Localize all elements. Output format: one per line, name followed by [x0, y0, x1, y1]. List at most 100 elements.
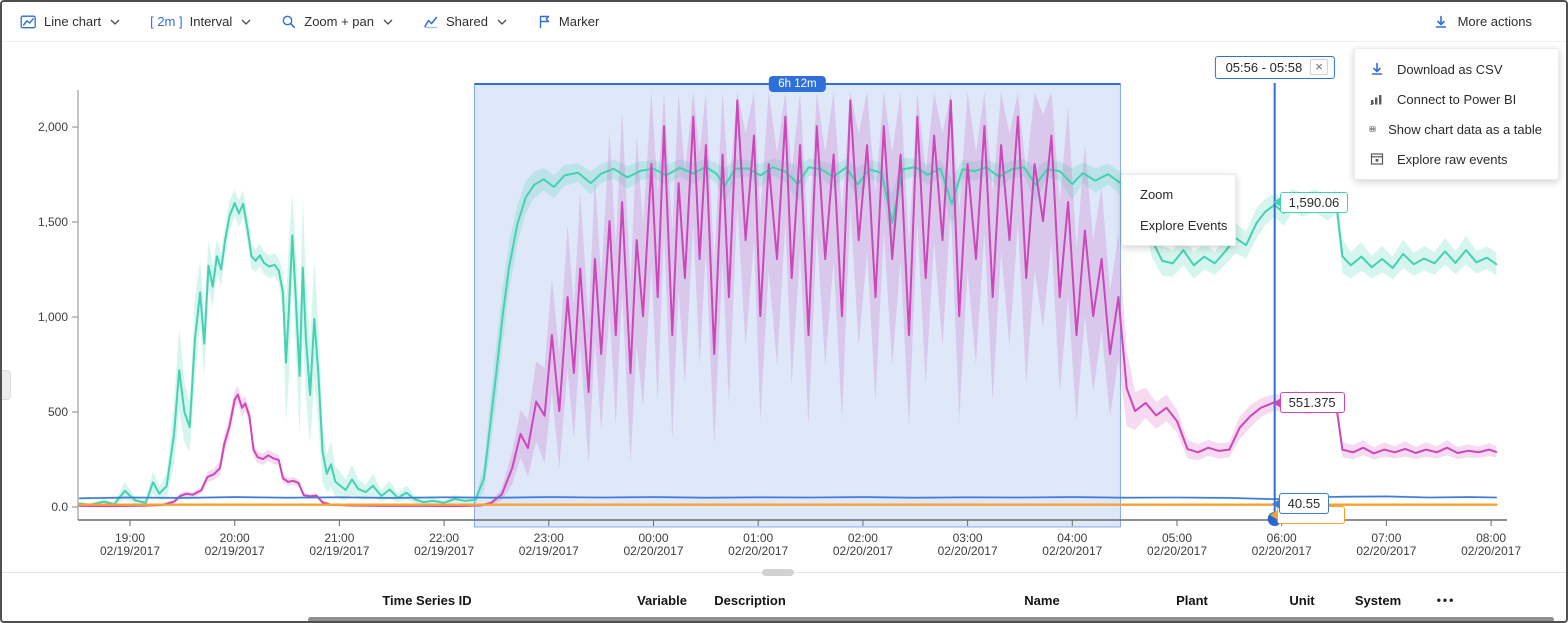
series-table-panel: Time Series ID Variable Description Name… [2, 569, 1566, 621]
chart-type-dropdown[interactable]: Line chart [20, 14, 120, 30]
x-axis-time-label: 23:00 [534, 531, 564, 545]
x-axis-date-label: 02/20/2017 [728, 544, 788, 558]
x-axis-time-label: 05:00 [1162, 531, 1192, 545]
interval-value: [ 2m ] [150, 14, 183, 29]
menu-item-label: Download as CSV [1397, 61, 1503, 77]
x-axis-time-label: 21:00 [324, 531, 354, 545]
x-axis-date-label: 02/19/2017 [309, 544, 369, 558]
x-axis-time-label: 03:00 [953, 531, 983, 545]
column-header-unit[interactable]: Unit [1289, 593, 1315, 608]
chart-toolbar: Line chart [ 2m ] Interval Zoom + pan [2, 2, 1566, 42]
shared-line-icon [424, 16, 438, 28]
marker-value-flag-magenta: 551.375 [1272, 392, 1345, 414]
x-axis-time-label: 08:00 [1476, 531, 1506, 545]
x-axis-time-label: 19:00 [115, 531, 145, 545]
x-axis-date-label: 02/20/2017 [623, 544, 683, 558]
column-header-description[interactable]: Description [714, 593, 786, 608]
marker-flag-icon [539, 15, 550, 28]
zoom-pan-dropdown[interactable]: Zoom + pan [281, 14, 393, 30]
search-icon [282, 15, 296, 28]
marker-button[interactable]: Marker [537, 14, 599, 30]
x-axis-time-label: 07:00 [1371, 531, 1401, 545]
menu-item-explore-raw-events[interactable]: Explore raw events [1355, 144, 1558, 174]
interval-label: Interval [189, 14, 233, 29]
marker-value-flag-teal: 1,590.06 [1272, 191, 1349, 213]
series-magenta-band [79, 92, 1497, 507]
x-axis-date-label: 02/20/2017 [1252, 544, 1312, 558]
zoom-pan-label: Zoom + pan [304, 14, 374, 29]
chevron-down-icon [383, 19, 393, 25]
x-axis-time-label: 02:00 [848, 531, 878, 545]
horizontal-scrollbar[interactable] [308, 617, 1554, 621]
x-axis-time-label: 01:00 [743, 531, 773, 545]
y-axis-tick-label: 1,000 [38, 310, 68, 324]
more-actions-menu: Download as CSV Connect to Power BI Show… [1354, 48, 1559, 180]
more-columns-button[interactable]: ••• [1436, 593, 1456, 607]
marker-value-blue: 40.55 [1287, 496, 1321, 512]
more-actions-label: More actions [1457, 14, 1532, 29]
x-axis-time-label: 00:00 [638, 531, 668, 545]
y-axis-tick-label: 0.0 [51, 500, 68, 514]
selection-duration-badge: 6h 12m [769, 76, 826, 92]
y-axis-tick-label: 1,500 [38, 215, 68, 229]
x-axis-time-label: 22:00 [429, 531, 459, 545]
chart-type-label: Line chart [44, 14, 102, 29]
menu-item-label: Show chart data as a table [1388, 121, 1542, 137]
interval-dropdown[interactable]: [ 2m ] Interval [150, 14, 251, 29]
marker-value-flag-blue: 40.55 [1271, 493, 1330, 515]
x-axis-date-label: 02/19/2017 [519, 544, 579, 558]
shared-label: Shared [446, 14, 488, 29]
marker-value-teal: 1,590.06 [1288, 194, 1340, 210]
x-axis-date-label: 02/19/2017 [414, 544, 474, 558]
chart-context-menu: Zoom Explore Events [1121, 174, 1236, 246]
x-axis-time-label: 06:00 [1267, 531, 1297, 545]
column-header-plant[interactable]: Plant [1176, 593, 1208, 608]
context-menu-item-explore-events[interactable]: Explore Events [1140, 218, 1228, 233]
flag-pointer-icon [1272, 197, 1281, 208]
panel-splitter-handle[interactable] [762, 569, 794, 576]
column-header-time-series-id[interactable]: Time Series ID [382, 593, 472, 608]
column-header-name[interactable]: Name [1024, 593, 1060, 608]
x-axis-date-label: 02/19/2017 [100, 544, 160, 558]
menu-item-connect-power-bi[interactable]: Connect to Power BI [1355, 84, 1558, 114]
x-axis-date-label: 02/20/2017 [938, 544, 998, 558]
x-axis-date-label: 02/19/2017 [205, 544, 265, 558]
marker-range-text: 05:56 - 05:58 [1225, 59, 1303, 75]
menu-item-download-csv[interactable]: Download as CSV [1355, 54, 1558, 84]
raw-events-icon [1370, 153, 1384, 165]
line-chart-icon [20, 15, 36, 28]
chevron-down-icon [110, 19, 120, 25]
menu-item-label: Connect to Power BI [1397, 91, 1517, 107]
shared-scale-dropdown[interactable]: Shared [423, 14, 507, 30]
time-marker-label[interactable]: 05:56 - 05:58 × [1214, 56, 1335, 79]
more-actions-button[interactable]: More actions [1433, 14, 1532, 30]
flag-pointer-icon [1269, 510, 1278, 520]
column-header-variable[interactable]: Variable [637, 593, 687, 608]
download-icon [1371, 62, 1383, 75]
context-menu-item-zoom[interactable]: Zoom [1140, 187, 1174, 202]
power-bi-icon [1370, 95, 1382, 106]
chevron-down-icon [497, 19, 507, 25]
x-axis-time-label: 20:00 [220, 531, 250, 545]
y-axis-tick-label: 2,000 [38, 120, 68, 134]
x-axis-date-label: 02/20/2017 [1356, 544, 1416, 558]
collapsed-panel-handle[interactable] [2, 370, 11, 400]
y-axis-tick-label: 500 [48, 405, 68, 419]
menu-item-show-chart-data-table[interactable]: Show chart data as a table [1355, 114, 1558, 144]
series-magenta-line [78, 99, 1498, 508]
close-icon[interactable]: × [1310, 59, 1328, 75]
marker-button-label: Marker [558, 14, 600, 29]
chevron-down-icon [241, 19, 251, 25]
column-header-system[interactable]: System [1354, 593, 1402, 608]
flag-pointer-icon [1271, 498, 1280, 509]
download-icon [1435, 15, 1446, 28]
x-axis-date-label: 02/20/2017 [1042, 544, 1102, 558]
x-axis-time-label: 04:00 [1057, 531, 1087, 545]
x-axis-date-label: 02/20/2017 [1147, 544, 1207, 558]
menu-item-label: Explore raw events [1397, 151, 1508, 167]
marker-value-magenta: 551.375 [1288, 395, 1336, 411]
x-axis-date-label: 02/20/2017 [833, 544, 893, 558]
